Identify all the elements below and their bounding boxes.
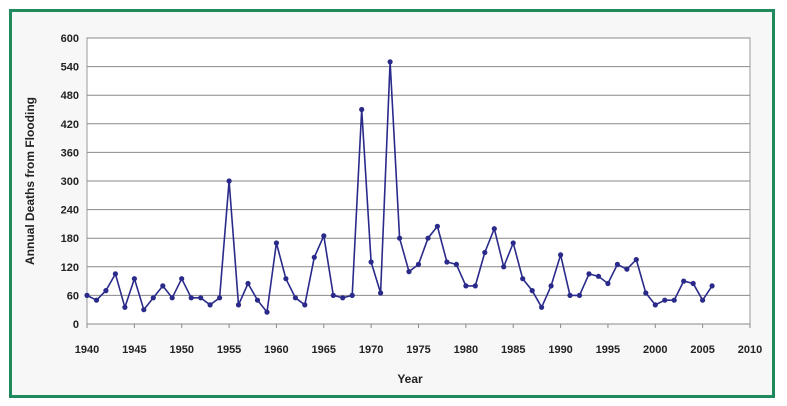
- data-point: [558, 252, 564, 258]
- data-point: [510, 240, 516, 246]
- data-point: [292, 295, 298, 301]
- x-tick-label: 2005: [690, 344, 714, 356]
- data-point: [141, 307, 147, 313]
- y-tick-label: 420: [61, 119, 79, 131]
- data-point: [321, 233, 327, 239]
- y-tick-label: 480: [61, 90, 79, 102]
- data-point: [226, 178, 232, 184]
- y-tick-labels: 0 60 120 180 240 300 360 420 480 540 600: [61, 33, 79, 331]
- data-point: [406, 269, 412, 275]
- x-tick-label: 1945: [122, 344, 146, 356]
- data-point: [160, 283, 166, 289]
- data-point: [235, 302, 242, 308]
- y-axis-title: Annual Deaths from Flooding: [23, 97, 37, 265]
- y-tick-label: 540: [61, 62, 79, 74]
- y-tick-label: 300: [61, 176, 79, 188]
- x-tick-label: 1990: [548, 344, 572, 356]
- y-tick-label: 240: [61, 205, 79, 217]
- x-tick-label: 1970: [359, 344, 383, 356]
- y-tick-label: 360: [61, 147, 79, 159]
- data-point: [700, 297, 706, 303]
- data-point: [264, 309, 270, 315]
- x-tick-labels: 1940 1945 1950 1955 1960 1965 1970 1975 1980 1985…: [75, 324, 762, 356]
- x-tick-label: 1965: [312, 344, 336, 356]
- data-point: [463, 283, 469, 289]
- data-point: [586, 271, 592, 277]
- data-point: [217, 295, 223, 301]
- data-point: [472, 283, 478, 289]
- data-point: [662, 297, 668, 303]
- data-point: [614, 261, 621, 267]
- data-point: [359, 106, 365, 113]
- data-point: [84, 292, 90, 298]
- x-tick-label: 2000: [643, 344, 667, 356]
- data-point: [93, 297, 100, 303]
- data-point: [112, 271, 118, 277]
- x-tick-label: 1995: [596, 344, 620, 356]
- data-point: [671, 297, 677, 303]
- data-point: [633, 257, 639, 263]
- data-point: [709, 283, 715, 289]
- data-point: [397, 235, 403, 241]
- data-point: [368, 259, 374, 265]
- data-point: [302, 302, 308, 308]
- data-point: [349, 292, 355, 298]
- x-tick-label: 1950: [169, 344, 193, 356]
- data-point: [273, 240, 279, 246]
- data-point: [122, 304, 128, 310]
- x-axis-title: Year: [397, 372, 423, 386]
- y-tick-label: 60: [67, 290, 79, 302]
- y-tick-label: 180: [61, 233, 79, 245]
- data-point: [169, 295, 175, 301]
- data-point: [624, 266, 630, 272]
- data-point: [453, 261, 459, 267]
- data-point: [690, 280, 696, 287]
- x-tick-label: 1975: [406, 344, 430, 356]
- y-tick-label: 600: [61, 33, 79, 45]
- data-point: [482, 249, 488, 256]
- data-point: [198, 295, 204, 301]
- data-point: [501, 264, 507, 270]
- x-tick-label: 1940: [75, 344, 99, 356]
- data-point: [595, 273, 602, 279]
- data-point: [652, 302, 658, 308]
- x-tick-label: 1980: [454, 344, 478, 356]
- data-point: [387, 59, 393, 65]
- data-point: [311, 254, 317, 260]
- data-point: [340, 295, 346, 301]
- data-point: [491, 226, 497, 232]
- data-point: [150, 295, 156, 301]
- data-point: [444, 259, 450, 265]
- data-point: [254, 297, 261, 303]
- data-point: [520, 276, 526, 282]
- data-point: [207, 302, 213, 308]
- data-point: [425, 235, 431, 241]
- x-tick-label: 1985: [501, 344, 525, 356]
- x-tick-label: 1960: [264, 344, 288, 356]
- data-point: [131, 276, 137, 282]
- data-point: [188, 295, 194, 301]
- x-tick-label: 2010: [738, 344, 762, 356]
- data-point: [643, 290, 649, 296]
- data-point: [681, 278, 687, 284]
- data-point: [576, 292, 583, 298]
- data-point: [567, 292, 573, 298]
- y-tick-label: 120: [61, 262, 79, 274]
- data-point: [330, 292, 336, 298]
- y-tick-label: 0: [73, 319, 79, 331]
- data-point: [434, 223, 440, 229]
- data-point: [548, 283, 554, 289]
- data-point: [529, 288, 535, 294]
- data-point: [415, 261, 422, 267]
- data-point: [378, 290, 384, 296]
- x-tick-label: 1955: [217, 344, 241, 356]
- data-point: [539, 304, 545, 310]
- data-point: [605, 280, 611, 287]
- data-point: [245, 280, 251, 287]
- data-point: [103, 288, 109, 294]
- data-point: [179, 276, 185, 282]
- data-point: [283, 276, 289, 282]
- data-points: [84, 59, 715, 315]
